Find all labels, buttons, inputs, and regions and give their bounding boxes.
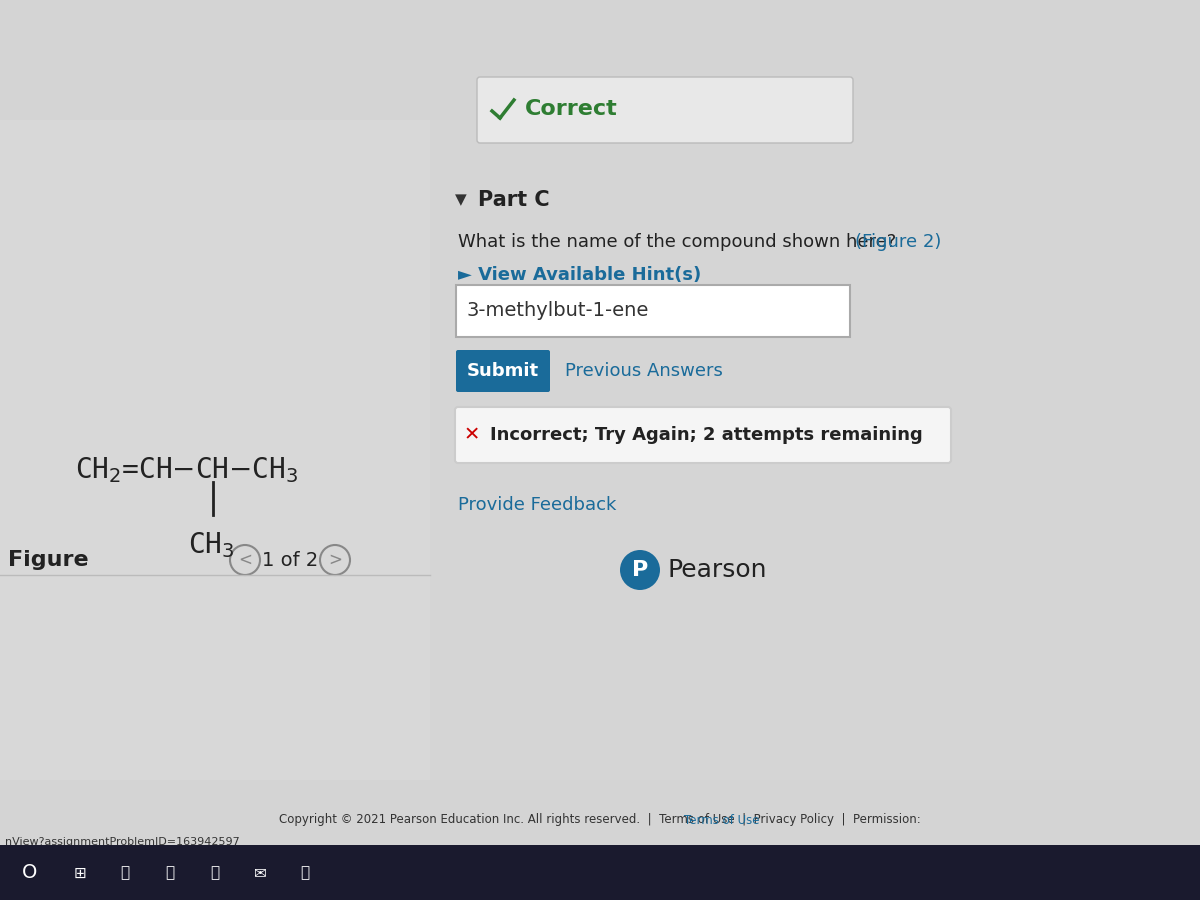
Text: 📦: 📦	[210, 866, 220, 880]
Text: Provide Feedback: Provide Feedback	[458, 496, 617, 514]
Text: Correct: Correct	[526, 99, 618, 119]
Text: O: O	[23, 863, 37, 883]
Text: CH$_3$: CH$_3$	[187, 530, 234, 560]
FancyBboxPatch shape	[430, 120, 1200, 780]
Text: (Figure 2): (Figure 2)	[854, 233, 941, 251]
Text: What is the name of the compound shown here?: What is the name of the compound shown h…	[458, 233, 902, 251]
FancyBboxPatch shape	[456, 285, 850, 337]
Text: Terms of Use: Terms of Use	[684, 814, 760, 826]
Text: ✉: ✉	[253, 866, 266, 880]
Text: nView?assignmentProblemID=163942597: nView?assignmentProblemID=163942597	[5, 837, 240, 847]
Text: CH$_2$=CH$-$CH$-$CH$_3$: CH$_2$=CH$-$CH$-$CH$_3$	[74, 455, 299, 485]
Text: ✕: ✕	[464, 426, 480, 445]
FancyBboxPatch shape	[455, 407, 952, 463]
Text: Previous Answers: Previous Answers	[565, 362, 722, 380]
Text: Copyright © 2021 Pearson Education Inc. All rights reserved.  |  Terms of Use  |: Copyright © 2021 Pearson Education Inc. …	[280, 814, 920, 826]
Circle shape	[620, 550, 660, 590]
Text: 🖥: 🖥	[166, 866, 174, 880]
Text: <: <	[238, 551, 252, 569]
Text: Part C: Part C	[478, 190, 550, 210]
Text: >: >	[328, 551, 342, 569]
Text: 🌀: 🌀	[300, 866, 310, 880]
Text: ► View Available Hint(s): ► View Available Hint(s)	[458, 266, 701, 284]
Text: Submit: Submit	[467, 362, 539, 380]
Text: 🗔: 🗔	[120, 866, 130, 880]
Bar	[0, 845, 1200, 900]
FancyBboxPatch shape	[0, 120, 430, 780]
Text: Incorrect; Try Again; 2 attempts remaining: Incorrect; Try Again; 2 attempts remaini…	[490, 426, 923, 444]
Text: Pearson: Pearson	[668, 558, 768, 582]
FancyBboxPatch shape	[456, 350, 550, 392]
Text: ⊞: ⊞	[73, 866, 86, 880]
Text: Figure: Figure	[8, 550, 89, 570]
FancyBboxPatch shape	[478, 77, 853, 143]
Text: ▼: ▼	[455, 193, 467, 208]
Text: 3-methylbut-1-ene: 3-methylbut-1-ene	[466, 302, 648, 320]
Text: P: P	[632, 560, 648, 580]
Text: 1 of 2: 1 of 2	[262, 551, 318, 570]
